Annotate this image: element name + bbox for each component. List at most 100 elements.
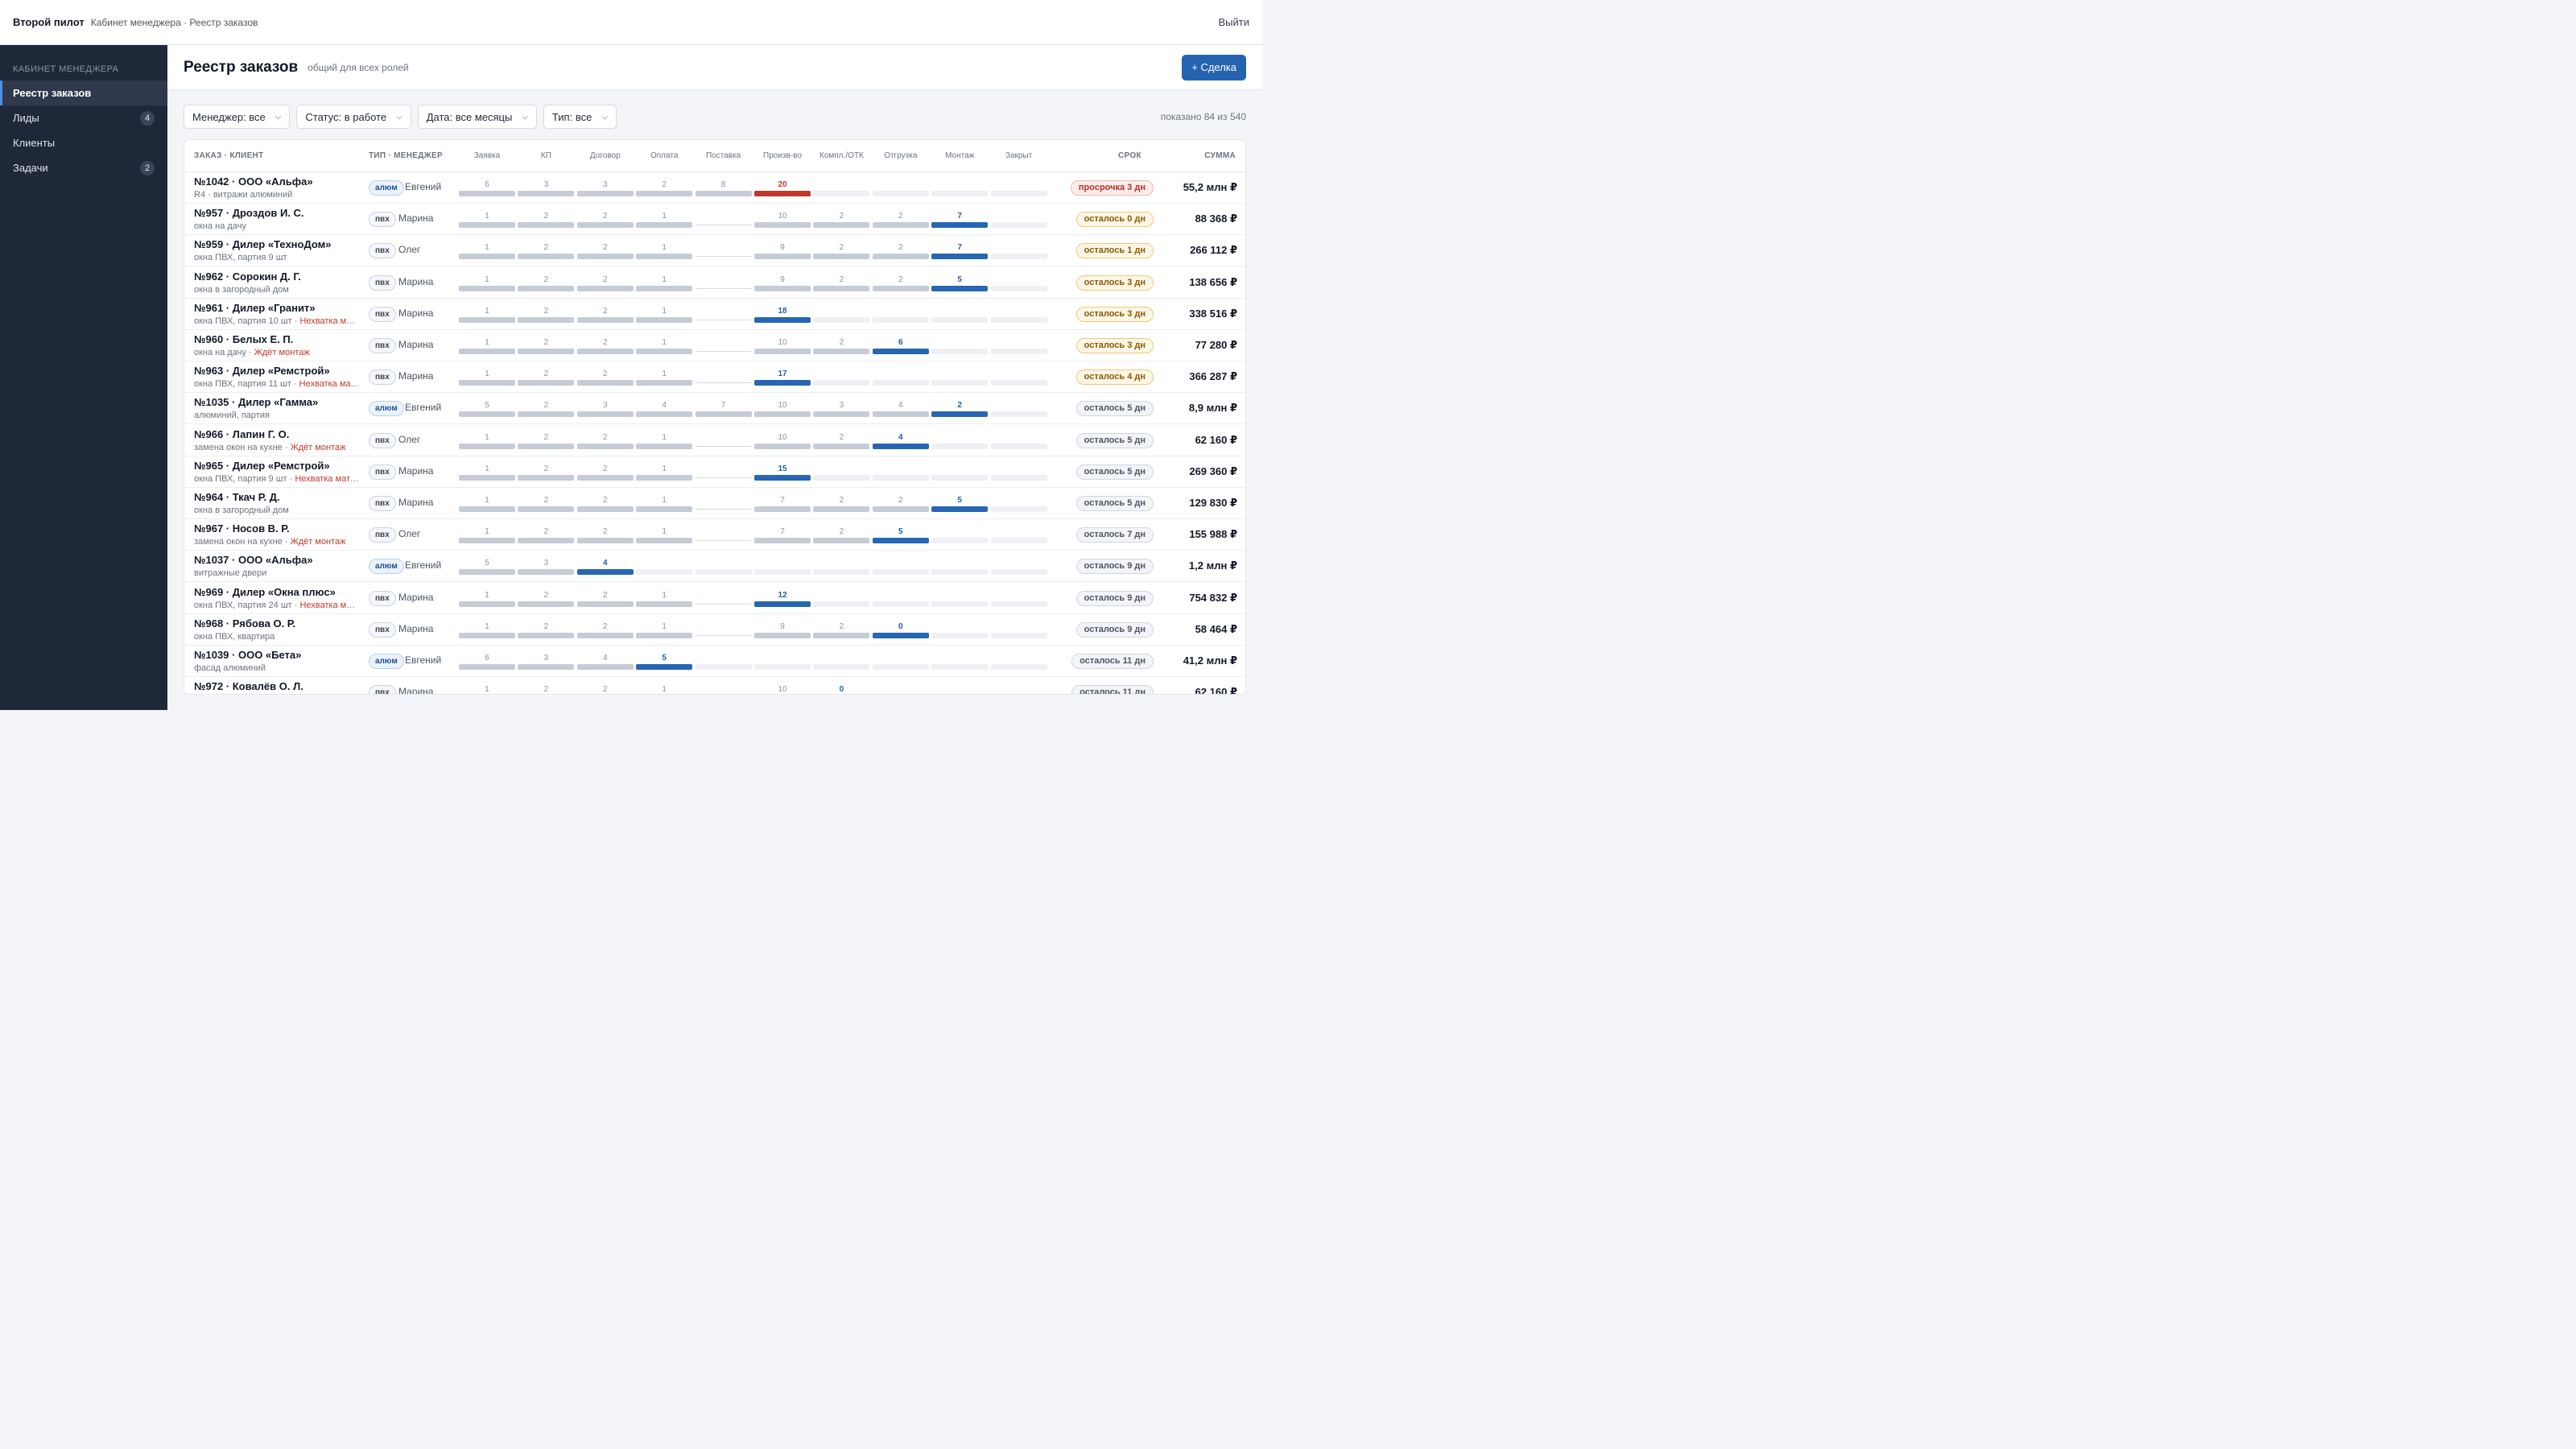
- status-filter[interactable]: Статус: в работе ⌵: [296, 105, 411, 129]
- order-title[interactable]: №966 · Лапин Г. О.: [194, 427, 290, 440]
- manager-filter[interactable]: Менеджер: все ⌵: [184, 105, 291, 129]
- table-row[interactable]: №1037 · ООО «Альфа» витражные двери алюм Ев…: [184, 551, 1245, 583]
- stage-bar: [576, 538, 634, 544]
- column-header-stage-application: Заявка: [473, 151, 501, 160]
- stage-days: 2: [839, 338, 844, 347]
- stage-bar: [931, 254, 989, 260]
- table-row[interactable]: №957 · Дроздов И. С. окна на дачу пвх Марин…: [184, 204, 1245, 236]
- type-badge: пвх: [369, 464, 396, 480]
- table-row[interactable]: №969 · Дилер «Окна плюс» окна ПВХ, партия…: [184, 583, 1245, 614]
- order-title[interactable]: №964 · Ткач Р. Д.: [194, 491, 280, 503]
- stage-bar: [754, 443, 811, 449]
- order-subtitle: окна на дачу: [194, 221, 360, 231]
- table-row[interactable]: №972 · Ковалёв О. Л. пвх Марина 1 2 2 1 10 0 оста…: [184, 677, 1245, 695]
- sidebar-item-leads[interactable]: Лиды 4: [0, 105, 167, 130]
- sidebar-item-orders[interactable]: Реестр заказов: [0, 80, 167, 105]
- order-title[interactable]: №1042 · ООО «Альфа»: [194, 175, 313, 188]
- table-row[interactable]: №964 · Ткач Р. Д. окна в загородный дом пв…: [184, 488, 1245, 519]
- order-description: алюминий, партия: [194, 411, 270, 421]
- stage-bar: [990, 254, 1047, 260]
- stage-days: 5: [898, 527, 903, 537]
- stage-bar: [813, 316, 870, 323]
- stage-bar: [872, 569, 929, 576]
- manager-name: Марина: [398, 213, 434, 225]
- stage-bar: [754, 411, 811, 418]
- column-header-type[interactable]: ТИП · МЕНЕДЖЕР: [369, 151, 443, 160]
- order-title[interactable]: №959 · Дилер «ТехноДом»: [194, 238, 332, 251]
- table-row[interactable]: №961 · Дилер «Гранит» окна ПВХ, партия 10…: [184, 299, 1245, 330]
- stage-bar: [931, 191, 989, 196]
- logout-link[interactable]: Выйти: [1218, 16, 1250, 28]
- stage-bar: [518, 632, 575, 638]
- separator: ·: [291, 600, 300, 610]
- sidebar-item-tasks[interactable]: Задачи 2: [0, 155, 167, 180]
- deadline-badge: осталось 9 дн: [1075, 559, 1154, 575]
- order-title[interactable]: №967 · Носов В. Р.: [194, 522, 290, 535]
- order-sum: 138 656 ₽: [1189, 275, 1237, 288]
- manager-name: Марина: [398, 464, 434, 477]
- table-row[interactable]: №959 · Дилер «ТехноДом» окна ПВХ, партия …: [184, 235, 1245, 267]
- stage-bar: [459, 601, 515, 607]
- stage-days: 2: [603, 685, 608, 695]
- table-row[interactable]: №1035 · Дилер «Гамма» алюминий, партия алю…: [184, 393, 1245, 425]
- stage-bar: [695, 477, 752, 478]
- table-row[interactable]: №966 · Лапин Г. О. замена окон на кухне ·…: [184, 425, 1245, 456]
- column-header-order[interactable]: ЗАКАЗ · КЛИЕНТ: [194, 151, 264, 160]
- order-title[interactable]: №965 · Дилер «Ремстрой»: [194, 459, 330, 472]
- stage-bar: [459, 316, 515, 323]
- order-subtitle: окна ПВХ, партия 9 шт: [194, 253, 360, 262]
- stage-bar: [931, 538, 989, 544]
- order-sum: 269 360 ₽: [1189, 464, 1237, 477]
- stage-days: 2: [839, 496, 844, 505]
- table-row[interactable]: №962 · Сорокин Д. Г. окна в загородный до…: [184, 267, 1245, 299]
- order-title[interactable]: №969 · Дилер «Окна плюс»: [194, 585, 336, 598]
- stage-bar: [990, 443, 1047, 449]
- stage-bar: [754, 506, 811, 512]
- order-title[interactable]: №957 · Дроздов И. С.: [194, 207, 304, 220]
- order-title[interactable]: №963 · Дилер «Ремстрой»: [194, 365, 330, 378]
- order-title[interactable]: №960 · Белых Е. П.: [194, 333, 294, 345]
- order-title[interactable]: №962 · Сорокин Д. Г.: [194, 270, 301, 283]
- order-title[interactable]: №968 · Рябова О. Р.: [194, 617, 296, 630]
- stage-days: 2: [603, 527, 608, 537]
- type-badge: алюм: [369, 559, 404, 575]
- stage-days: 1: [485, 212, 489, 221]
- order-title[interactable]: №972 · Ковалёв О. Л.: [194, 680, 303, 693]
- stage-days: 3: [839, 401, 844, 411]
- type-filter[interactable]: Тип: все ⌵: [543, 105, 617, 129]
- order-subtitle: окна на дачу · Ждёт монтаж: [194, 348, 360, 357]
- order-warning: Нехватка материала: [299, 600, 360, 610]
- stage-bar: [931, 285, 989, 291]
- stage-bar: [695, 634, 752, 636]
- stage-days: 1: [485, 464, 489, 473]
- column-header-deadline[interactable]: СРОК: [1118, 151, 1141, 160]
- table-row[interactable]: №1039 · ООО «Бета» фасад алюминий алюм Евге…: [184, 646, 1245, 677]
- order-title[interactable]: №961 · Дилер «Гранит»: [194, 301, 316, 314]
- table-row[interactable]: №960 · Белых Е. П. окна на дачу · Ждёт мо…: [184, 330, 1245, 361]
- stage-days: 2: [898, 243, 903, 253]
- stage-bar: [754, 569, 811, 576]
- type-badge: пвх: [369, 306, 396, 322]
- order-title[interactable]: №1037 · ООО «Альфа»: [194, 554, 313, 567]
- stage-bar: [459, 411, 515, 418]
- stage-bar: [636, 632, 693, 638]
- date-filter[interactable]: Дата: все месяцы ⌵: [417, 105, 537, 129]
- table-row[interactable]: №965 · Дилер «Ремстрой» окна ПВХ, партия …: [184, 456, 1245, 488]
- stage-days: 2: [543, 401, 549, 411]
- sidebar-item-clients[interactable]: Клиенты: [0, 130, 167, 155]
- table-row[interactable]: №967 · Носов В. Р. замена окон на кухне ·…: [184, 519, 1245, 551]
- table-row[interactable]: №1042 · ООО «Альфа» R4 · витражи алюминий…: [184, 172, 1245, 204]
- order-subtitle: витражные двери: [194, 568, 360, 578]
- stage-days: 2: [543, 621, 549, 631]
- table-row[interactable]: №963 · Дилер «Ремстрой» окна ПВХ, партия …: [184, 361, 1245, 394]
- order-title[interactable]: №1039 · ООО «Бета»: [194, 649, 302, 661]
- stage-bar: [636, 191, 693, 196]
- order-title[interactable]: №1035 · Дилер «Гамма»: [194, 396, 319, 409]
- stage-bar: [754, 538, 811, 544]
- type-badge: пвх: [369, 212, 396, 228]
- stage-bar: [931, 474, 989, 481]
- new-deal-button[interactable]: + Сделка: [1182, 54, 1246, 80]
- table-row[interactable]: №968 · Рябова О. Р. окна ПВХ, квартира пвх…: [184, 614, 1245, 646]
- order-description: окна ПВХ, партия 9 шт: [194, 253, 287, 263]
- column-header-sum[interactable]: СУММА: [1204, 151, 1236, 160]
